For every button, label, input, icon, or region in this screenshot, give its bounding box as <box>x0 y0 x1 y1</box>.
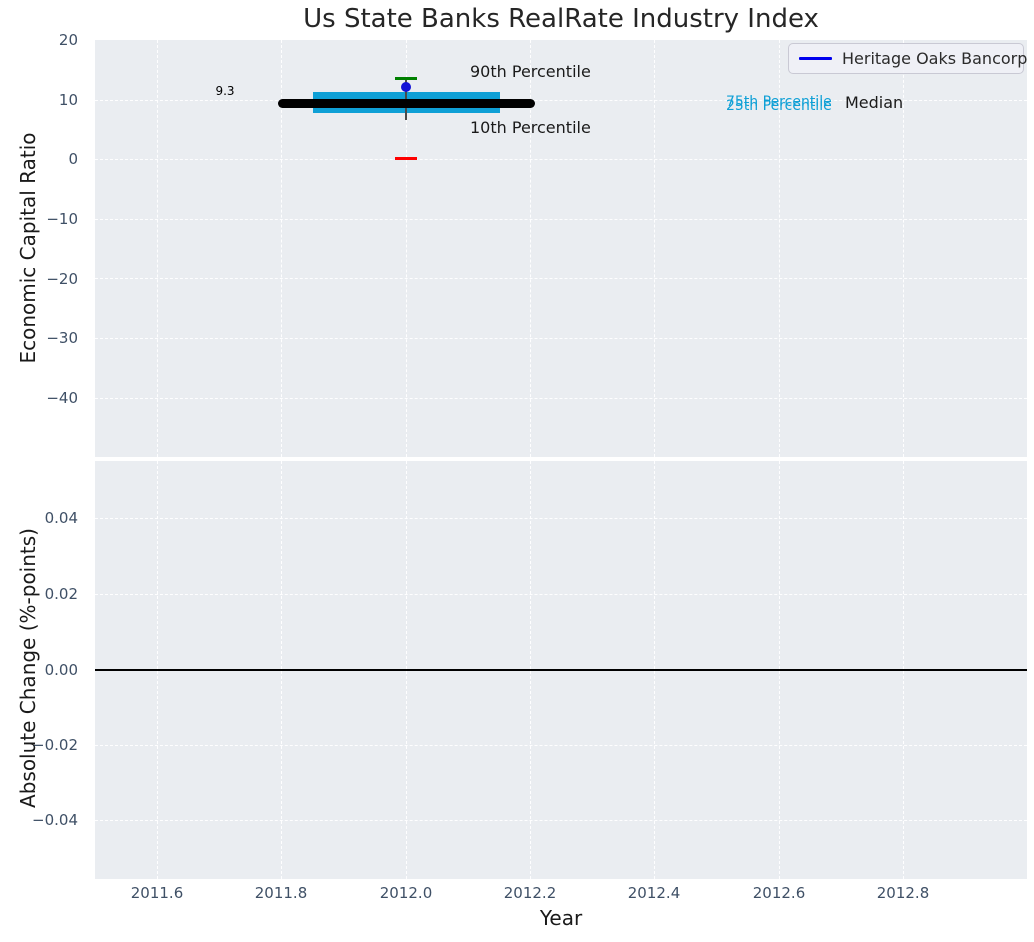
legend-label: Heritage Oaks Bancorp <box>842 49 1028 68</box>
company-marker <box>401 82 411 92</box>
x-tick-label: 2012.2 <box>503 884 557 902</box>
y-tick-label: −40 <box>46 389 78 407</box>
y-tick-label: 10 <box>58 91 78 109</box>
y-tick-label: 0.02 <box>44 585 78 603</box>
gridline-vertical <box>779 40 780 457</box>
p90-cap <box>395 77 417 80</box>
gridline-vertical <box>903 40 904 457</box>
x-tick-label: 2011.8 <box>254 884 308 902</box>
y-tick-label: 0.04 <box>44 509 78 527</box>
gridline-horizontal <box>95 338 1027 340</box>
bottom-y-axis-label: Absolute Change (%-points) <box>16 528 40 808</box>
y-tick-label: 0 <box>68 150 78 168</box>
p10-cap <box>395 157 417 160</box>
x-tick-label: 2012.0 <box>379 884 433 902</box>
x-axis-label: Year <box>539 906 583 930</box>
median-line <box>278 99 535 108</box>
gridline-vertical <box>530 40 531 457</box>
gridline-vertical <box>406 40 407 457</box>
legend: Heritage Oaks Bancorp <box>788 43 1028 74</box>
gridline-horizontal <box>95 99 1027 101</box>
gridline-horizontal <box>95 593 1027 595</box>
x-tick-label: 2012.4 <box>627 884 681 902</box>
gridline-horizontal <box>95 159 1027 161</box>
gridline-horizontal <box>95 397 1027 399</box>
annotation-10th-percentile: 10th Percentile <box>470 118 591 137</box>
gridline-horizontal <box>95 218 1027 220</box>
y-tick-label: −10 <box>46 210 78 228</box>
annotation-90th-percentile: 90th Percentile <box>470 62 591 81</box>
y-tick-label: −20 <box>46 270 78 288</box>
annotation-75th-percentile: 75th Percentile <box>726 94 832 110</box>
annotation-25th-percentile: 25th Percentile <box>726 98 832 114</box>
gridline-horizontal <box>95 820 1027 821</box>
x-tick-label: 2012.8 <box>876 884 930 902</box>
chart-title: Us State Banks RealRate Industry Index <box>303 4 819 34</box>
top-plot-area: 9.3 90th Percentile 10th Percentile 75th… <box>95 40 1027 457</box>
zero-line <box>95 669 1027 671</box>
legend-line-sample <box>799 57 832 60</box>
gridline-vertical <box>157 40 158 457</box>
x-tick-label: 2012.6 <box>752 884 806 902</box>
gridline-horizontal <box>95 518 1027 519</box>
top-y-axis-label: Economic Capital Ratio <box>16 132 40 364</box>
y-tick-label: −0.04 <box>32 811 78 829</box>
annotation-median: Median <box>845 93 904 112</box>
gridline-horizontal <box>95 278 1027 280</box>
bottom-plot-area <box>95 461 1027 879</box>
x-tick-label: 2011.6 <box>130 884 184 902</box>
gridline-vertical <box>281 40 282 457</box>
gridline-horizontal <box>95 745 1027 746</box>
gridline-vertical <box>654 40 655 457</box>
y-tick-label: 0.00 <box>44 661 78 679</box>
y-tick-label: −30 <box>46 329 78 347</box>
y-tick-label: −0.02 <box>32 736 78 754</box>
annotation-median-value: 9.3 <box>215 84 235 98</box>
y-tick-label: 20 <box>58 31 78 49</box>
